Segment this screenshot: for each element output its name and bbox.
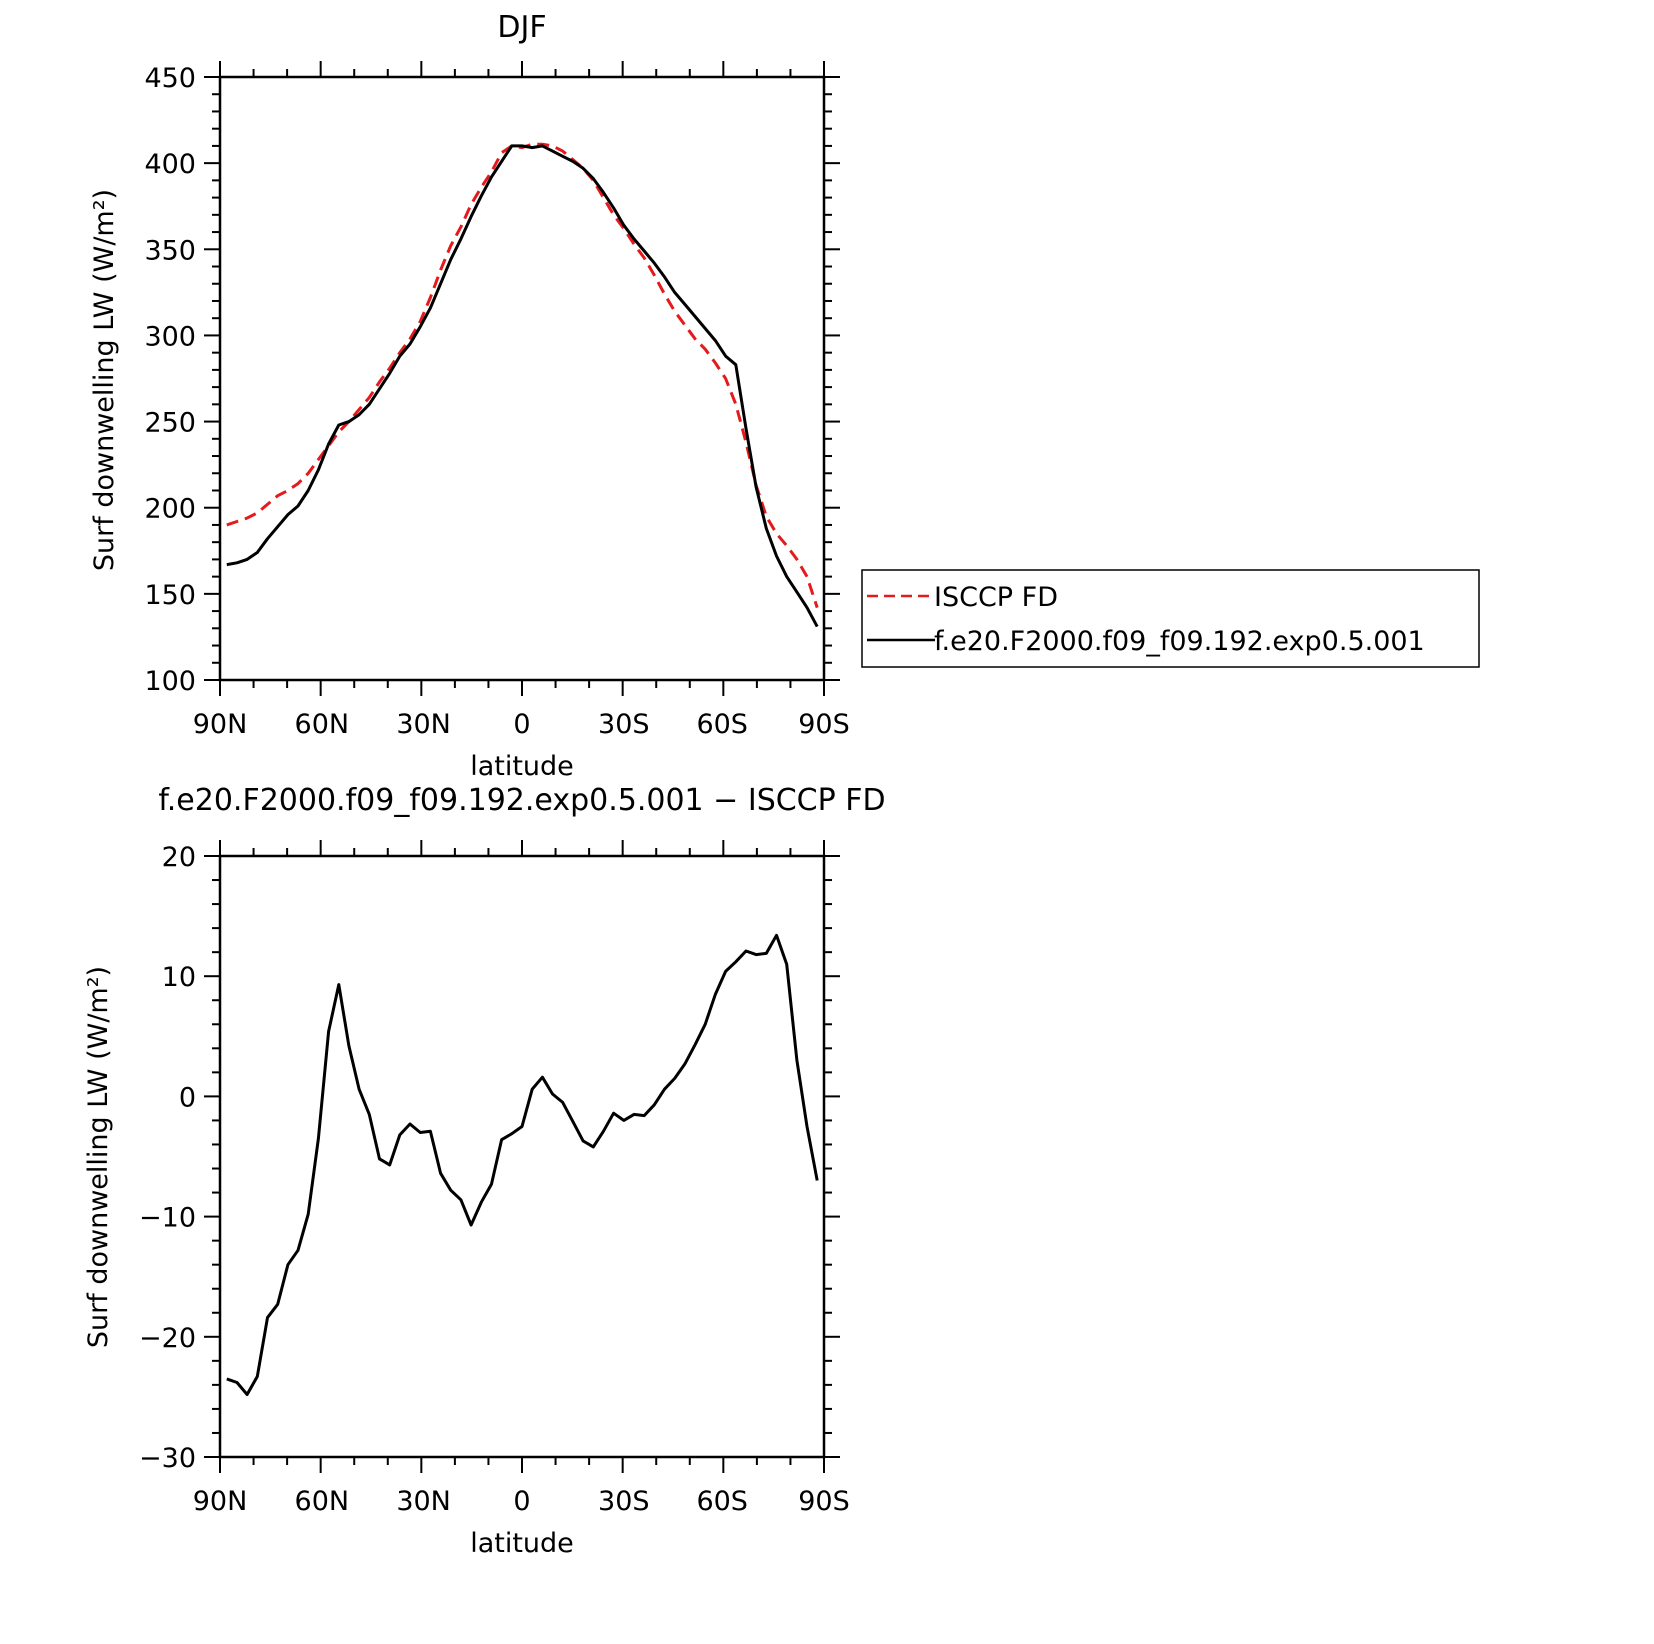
top-series-line-isccp [226,142,819,609]
legend: ISCCP FD f.e20.F2000.f09_f09.192.exp0.5.… [861,569,1480,668]
bottom-chart-title: f.e20.F2000.f09_f09.192.exp0.5.001 − ISC… [158,783,885,818]
x-tick-label: 60N [295,1486,350,1517]
y-tick-label: 100 [144,666,196,697]
top-x-axis-label: latitude [470,751,574,782]
bottom-plot-frame [218,854,826,1459]
top-series-line-fe20f2000f09f09192exp05001 [226,144,819,628]
y-tick-label: −10 [139,1203,196,1234]
x-tick-label: 90N [193,1486,248,1517]
x-tick-label: 30N [396,709,451,740]
y-tick-label: 10 [162,962,196,993]
x-tick-label: 30S [598,709,650,740]
y-tick-label: 350 [144,235,196,266]
y-tick-label: 300 [144,321,196,352]
bottom-y-tick-labels: −30 −20 −10 0 10 20 [139,842,196,1474]
bottom-x-axis-label: latitude [470,1528,574,1559]
y-tick-label: 0 [179,1082,196,1113]
y-tick-label: 400 [144,149,196,180]
x-tick-label: 0 [513,1486,530,1517]
x-tick-label: 60N [295,709,350,740]
legend-label-model: f.e20.F2000.f09_f09.192.exp0.5.001 [934,626,1425,657]
top-y-axis-label: Surf downwelling LW (W/m²) [89,189,120,571]
top-series-lines [226,142,819,628]
legend-box [861,569,1480,668]
x-tick-label: 90N [193,709,248,740]
legend-label-isccp: ISCCP FD [934,582,1058,613]
top-chart-title: DJF [497,10,546,45]
x-tick-label: 30S [598,1486,650,1517]
top-panel: DJF 100 150 200 250 300 350 400 450 90N 60N 30N 0 3… [89,10,1480,782]
top-y-tick-labels: 100 150 200 250 300 350 400 450 [144,63,196,697]
bottom-y-axis-label: Surf downwelling LW (W/m²) [83,966,114,1348]
x-tick-label: 30N [396,1486,451,1517]
y-tick-label: −30 [139,1443,196,1474]
top-axis-ticks [204,61,840,696]
y-tick-label: 200 [144,494,196,525]
y-tick-label: −20 [139,1323,196,1354]
bottom-series-line-difference [226,933,819,1396]
bottom-series-lines [226,933,819,1396]
x-tick-label: 60S [696,709,748,740]
y-tick-label: 150 [144,580,196,611]
y-tick-label: 450 [144,63,196,94]
top-x-tick-labels: 90N 60N 30N 0 30S 60S 90S [193,709,850,740]
x-tick-label: 0 [513,709,530,740]
x-tick-label: 90S [798,709,850,740]
bottom-x-tick-labels: 90N 60N 30N 0 30S 60S 90S [193,1486,850,1517]
bottom-axis-ticks [204,840,840,1473]
x-tick-label: 60S [696,1486,748,1517]
top-plot-frame [218,75,826,682]
bottom-panel: f.e20.F2000.f09_f09.192.exp0.5.001 − ISC… [83,783,886,1559]
x-tick-label: 90S [798,1486,850,1517]
y-tick-label: 20 [162,842,196,873]
y-tick-label: 250 [144,408,196,439]
